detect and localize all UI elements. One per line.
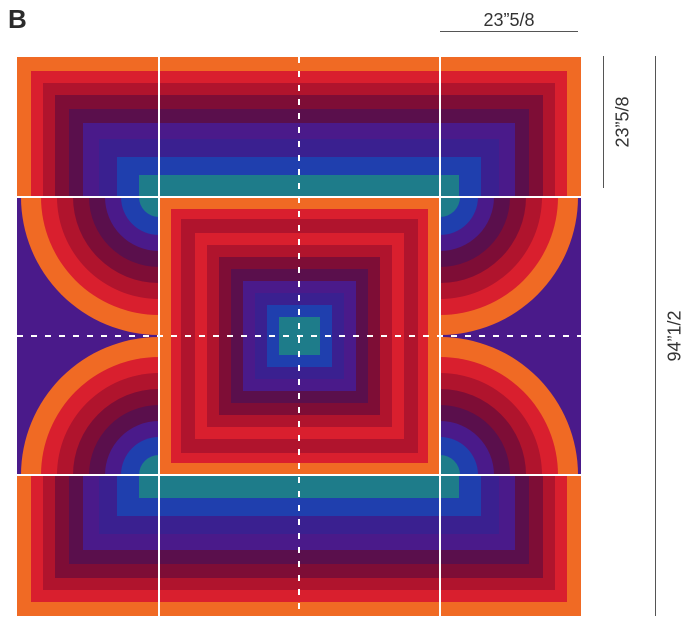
total-height-dimension-line [655, 56, 656, 616]
tile-height-dimension: 23”5/8 [612, 96, 633, 148]
tile-seams [17, 57, 581, 616]
tile-width-dimension: 23”5/8 [483, 10, 535, 30]
tile-width-dimension-line [440, 31, 578, 32]
tile-height-dimension-line [603, 56, 604, 188]
rug-artwork [17, 57, 581, 616]
left-arcs [17, 197, 159, 475]
total-height-dimension-box: 94”1/2 [660, 56, 690, 616]
total-height-dimension: 94”1/2 [664, 310, 685, 362]
right-arcs [440, 197, 581, 475]
tile-height-dimension-box: 23”5/8 [608, 56, 638, 188]
panel-label: B [8, 4, 27, 34]
modular-rug-image [17, 57, 581, 616]
